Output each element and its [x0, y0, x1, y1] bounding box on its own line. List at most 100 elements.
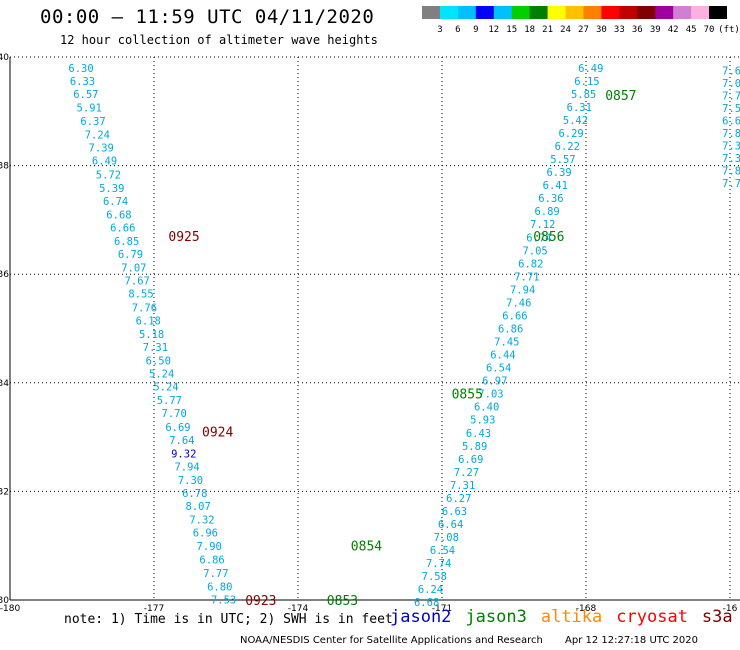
- swh-value: 6.68: [722, 116, 740, 128]
- color-swatch: [529, 6, 549, 19]
- swh-value: 7.70: [722, 91, 740, 103]
- swh-value: 5.39: [99, 183, 124, 195]
- swh-value: 5.18: [139, 329, 164, 341]
- swh-value: 8.07: [186, 501, 211, 513]
- color-scale-label: 24: [560, 25, 571, 35]
- swh-value: 5.24: [153, 382, 178, 394]
- x-tick-label: -16: [723, 604, 738, 614]
- swh-value: 6.89: [534, 206, 559, 218]
- color-scale-label: 21: [542, 25, 553, 35]
- swh-value: 7.05: [522, 245, 547, 257]
- swh-value: 5.77: [157, 395, 182, 407]
- swh-value: 5.24: [149, 369, 174, 381]
- swh-value: 7.90: [197, 541, 222, 553]
- swh-value: 6.82: [518, 258, 543, 270]
- swh-value: 6.64: [438, 519, 463, 531]
- x-tick-label: -180: [0, 604, 20, 614]
- swh-value: 6.66: [502, 310, 527, 322]
- swh-value: 6.96: [193, 528, 218, 540]
- y-tick-label: 40: [0, 53, 9, 63]
- swh-value: 7.07: [121, 263, 146, 275]
- swh-value: 6.68: [414, 597, 439, 609]
- swh-value: 7.39: [89, 143, 114, 155]
- color-scale-label: 70: [704, 25, 715, 35]
- swh-value: 9.32: [171, 448, 196, 460]
- color-scale-bar: [422, 6, 727, 19]
- swh-value: 7.03: [478, 389, 503, 401]
- swh-value: 6.15: [574, 76, 599, 88]
- swh-value: 6.18: [136, 315, 161, 327]
- color-scale-label: 30: [596, 25, 607, 35]
- color-scale-label: 18: [524, 25, 535, 35]
- x-tick-label: -174: [288, 604, 309, 614]
- swh-value: 6.30: [68, 63, 93, 75]
- swh-value: 6.41: [543, 180, 568, 192]
- swh-value: 6.69: [165, 422, 190, 434]
- color-scale-label: 6: [455, 25, 460, 35]
- x-tick-label: -168: [576, 604, 597, 614]
- pass-time-label: 0857: [605, 89, 636, 104]
- swh-value: 7.31: [143, 342, 168, 354]
- swh-value: 7.74: [426, 558, 451, 570]
- swh-value: 7.86: [722, 165, 740, 177]
- color-scale-label: 39: [650, 25, 661, 35]
- color-scale-label: 12: [488, 25, 499, 35]
- pass-time-label: 0855: [452, 388, 483, 403]
- color-scale-labels: 3 6 9 12 15 18 21 24 27 30 33 36 39 42 45 70 (ft): [437, 25, 740, 35]
- swh-value: 6.68: [106, 209, 131, 221]
- swh-value: 7.12: [530, 219, 555, 231]
- swh-value: 6.80: [207, 581, 232, 593]
- swh-value: 6.36: [538, 193, 563, 205]
- swh-value: 7.71: [514, 271, 539, 283]
- color-scale-label: 36: [632, 25, 643, 35]
- chart-subtitle: 12 hour collection of altimeter wave hei…: [60, 33, 378, 47]
- color-scale-label: 27: [578, 25, 589, 35]
- swh-value: 6.57: [73, 89, 98, 101]
- swh-value: 7.76: [722, 178, 740, 190]
- swh-value: 7.30: [178, 475, 203, 487]
- y-tick-label: 32: [0, 487, 9, 497]
- footer-timestamp: Apr 12 12:27:18 UTC 2020: [565, 635, 698, 646]
- swh-value: 6.63: [442, 506, 467, 518]
- swh-value: 7.31: [450, 480, 475, 492]
- swh-value: 6.43: [466, 428, 491, 440]
- pass-time-label: 0924: [202, 426, 233, 441]
- swh-value: 5.72: [96, 169, 121, 181]
- color-swatch: [583, 6, 602, 19]
- swh-value: 7.94: [174, 461, 199, 473]
- swh-value: 6.49: [578, 63, 603, 75]
- color-scale-label: 9: [473, 25, 478, 35]
- swh-value: 6.66: [110, 223, 135, 235]
- color-scale-label: 45: [686, 25, 697, 35]
- swh-value: 6.44: [490, 350, 515, 362]
- color-swatch: [439, 6, 459, 19]
- swh-value: 7.32: [189, 515, 214, 527]
- swh-value: 6.40: [474, 402, 499, 414]
- pass-time-label: 0853: [327, 594, 358, 609]
- swh-value: 8.55: [128, 289, 153, 301]
- y-tick-label: 36: [0, 270, 9, 280]
- swh-value: 6.69: [458, 454, 483, 466]
- pass-time-label: 0923: [245, 594, 276, 609]
- swh-value: 6.74: [103, 196, 128, 208]
- y-tick-label: 34: [0, 379, 9, 389]
- color-swatch: [601, 6, 620, 19]
- swh-value: 6.24: [418, 584, 443, 596]
- swh-value: 6.86: [498, 324, 523, 336]
- swh-value: 5.91: [77, 102, 102, 114]
- footer-credit: NOAA/NESDIS Center for Satellite Applica…: [240, 635, 543, 646]
- swh-value: 6.79: [118, 249, 143, 261]
- swh-value: 7.53: [211, 594, 236, 606]
- swh-value: 6.22: [555, 141, 580, 153]
- swh-value: 7.70: [162, 408, 187, 420]
- swh-value: 7.08: [722, 78, 740, 90]
- swh-value: 6.54: [430, 545, 455, 557]
- swh-value: 7.67: [125, 276, 150, 288]
- color-scale-label: 33: [614, 25, 625, 35]
- swh-value: 7.77: [203, 568, 228, 580]
- satellite-legend-jason2: jason2: [390, 607, 452, 627]
- color-swatch: [457, 6, 477, 19]
- color-swatch: [547, 6, 567, 19]
- color-swatch: [565, 6, 584, 19]
